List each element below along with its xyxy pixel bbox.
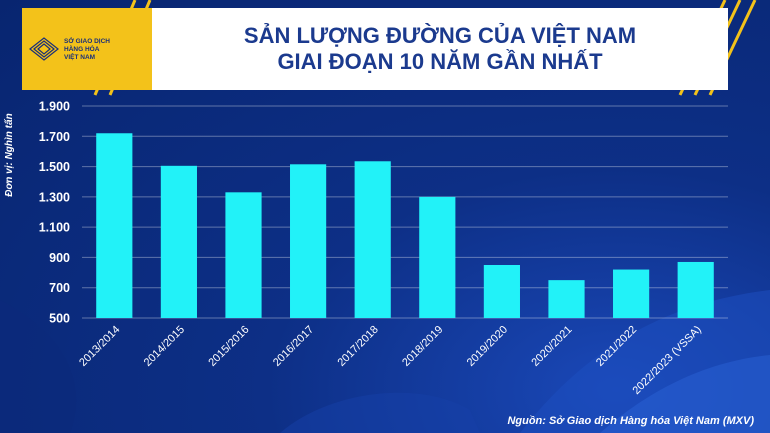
y-tick-label: 1.500 bbox=[39, 160, 70, 174]
x-tick-label: 2018/2019 bbox=[400, 324, 445, 369]
source-note: Nguồn: Sở Giao dịch Hàng hóa Việt Nam (M… bbox=[507, 415, 754, 427]
bar bbox=[290, 164, 327, 318]
header-panel: SỞ GIAO DỊCH HÀNG HÓA VIỆT NAM SẢN LƯỢNG… bbox=[22, 8, 728, 90]
x-tick-label: 2017/2018 bbox=[336, 324, 381, 369]
y-axis-label: Đơn vị: Nghìn tấn bbox=[4, 113, 15, 197]
x-tick-label: 2015/2016 bbox=[206, 324, 251, 369]
bar bbox=[548, 280, 585, 318]
logo-mark-icon bbox=[29, 37, 59, 61]
bar bbox=[483, 265, 520, 318]
y-tick-label: 1.900 bbox=[39, 100, 70, 114]
title-line-1: SẢN LƯỢNG ĐƯỜNG CỦA VIỆT NAM bbox=[243, 23, 637, 48]
x-tick-label: 2016/2017 bbox=[271, 324, 316, 369]
x-tick-label: 2014/2015 bbox=[142, 324, 187, 369]
x-tick-label: 2013/2014 bbox=[77, 324, 122, 369]
y-tick-label: 700 bbox=[49, 281, 70, 295]
y-tick-label: 900 bbox=[49, 251, 70, 265]
bar bbox=[677, 261, 714, 318]
logo: SỞ GIAO DỊCH HÀNG HÓA VIỆT NAM bbox=[22, 8, 152, 90]
bar bbox=[613, 269, 650, 318]
logo-text: SỞ GIAO DỊCH HÀNG HÓA VIỆT NAM bbox=[64, 38, 110, 62]
bar bbox=[419, 196, 456, 318]
x-axis-ticks: 2013/2014 2014/2015 2015/2016 2016/2017 2017… bbox=[77, 324, 704, 397]
logo-line-2: HÀNG HÓA bbox=[64, 46, 100, 53]
y-axis-ticks: 500 700 900 1.100 1.300 1.500 1.700 1.900 bbox=[39, 100, 70, 326]
y-tick-label: 1.300 bbox=[39, 190, 70, 204]
bar bbox=[225, 192, 262, 318]
page-title: SẢN LƯỢNG ĐƯỜNG CỦA VIỆT NAM GIAI ĐOẠN 1… bbox=[152, 8, 728, 90]
y-tick-label: 1.100 bbox=[39, 221, 70, 235]
x-tick-label: 2021/2022 bbox=[594, 324, 639, 369]
x-tick-label: 2022/2023 (VSSA) bbox=[630, 324, 703, 397]
bar bbox=[354, 161, 391, 318]
y-tick-label: 1.700 bbox=[39, 130, 70, 144]
bar bbox=[96, 133, 133, 318]
x-tick-label: 2020/2021 bbox=[529, 324, 574, 369]
bar bbox=[160, 165, 197, 318]
logo-line-1: SỞ GIAO DỊCH bbox=[64, 38, 110, 45]
bars bbox=[96, 133, 714, 318]
y-tick-label: 500 bbox=[49, 312, 70, 326]
title-line-2: GIAI ĐOẠN 10 NĂM GẦN NHẤT bbox=[277, 49, 603, 74]
x-tick-label: 2019/2020 bbox=[465, 324, 510, 369]
logo-line-3: VIỆT NAM bbox=[64, 54, 96, 61]
